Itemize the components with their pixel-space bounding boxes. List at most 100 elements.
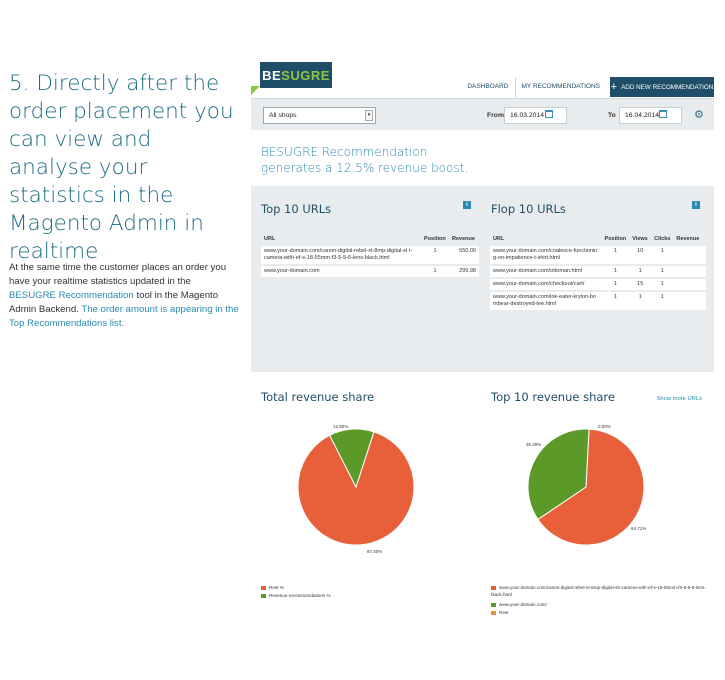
- info-icon[interactable]: i: [463, 201, 471, 209]
- position-cell: 1: [601, 291, 630, 312]
- table-row[interactable]: www.your-domain.com/canon-digital-rebel-…: [261, 246, 479, 266]
- legend-swatch: [491, 610, 496, 615]
- position-cell: 1: [421, 265, 449, 279]
- filter-bar: All shops ▾ From 16.03.2014 To 16.04.201…: [251, 98, 714, 130]
- legend-label: Rest %: [269, 585, 284, 590]
- legend-swatch: [491, 585, 496, 590]
- besugre-link[interactable]: BESUGRE Recommendation: [9, 290, 134, 301]
- legend-label: Revenue recommendations %: [269, 593, 331, 598]
- revenue-cell: [673, 265, 706, 279]
- clicks-cell: 1: [651, 265, 674, 279]
- pie-slice: [328, 428, 375, 489]
- intro-title: 5. Directly after the order placement yo…: [9, 71, 234, 264]
- legend-swatch: [491, 602, 496, 607]
- add-recommendation-label: ADD NEW RECOMMENDATION: [621, 83, 714, 91]
- add-recommendation-button[interactable]: + ADD NEW RECOMMENDATION: [610, 77, 714, 97]
- shop-select[interactable]: All shops ▾: [263, 107, 376, 124]
- gear-icon[interactable]: ⚙: [694, 108, 704, 121]
- flop10-title: Flop 10 URLs: [491, 202, 566, 216]
- besugre-logo[interactable]: BE SUGRE: [260, 62, 332, 88]
- pie-data-label: 12.50%: [333, 424, 349, 429]
- column-header: Position: [424, 236, 446, 242]
- url-cell[interactable]: www.your-domain.com/coalesce-functionin …: [490, 246, 602, 266]
- position-cell: 1: [601, 265, 630, 279]
- url-cell[interactable]: www.your-domain.com/ottoman.html: [490, 265, 602, 279]
- total-share-legend: Rest % Revenue recommendations %: [261, 584, 331, 600]
- show-more-urls-link[interactable]: Show more URLs: [656, 396, 702, 402]
- clicks-cell: 1: [651, 246, 674, 266]
- column-header: Position: [604, 236, 627, 242]
- column-header: Views: [632, 236, 648, 242]
- logo-text-be: BE: [262, 67, 282, 83]
- pie-data-label: 35.29%: [526, 442, 542, 447]
- url-cell[interactable]: www.your-domain.com: [261, 265, 421, 279]
- legend-label: Rest: [499, 610, 509, 615]
- to-date-field[interactable]: 16.04.2014: [619, 107, 682, 124]
- views-cell: 10: [629, 246, 652, 266]
- top10-revenue-pie: [527, 428, 645, 546]
- intro-body-text-1: At the same time the customer places an …: [9, 262, 227, 287]
- url-cell[interactable]: www.your-domain.com/checkout/cart/: [490, 278, 602, 292]
- calendar-icon[interactable]: [545, 110, 553, 118]
- views-cell: 15: [629, 278, 652, 292]
- total-revenue-share-title: Total revenue share: [261, 390, 375, 404]
- column-header: URL: [264, 236, 276, 242]
- top10-revenue-share-title: Top 10 revenue share: [491, 390, 615, 404]
- total-revenue-pie: [297, 428, 415, 546]
- position-cell: 1: [421, 246, 449, 266]
- pie-slice: [527, 428, 590, 521]
- legend-label: www.your-domain.com/canon-digital-rebel-…: [491, 585, 706, 597]
- pie-data-label: 64.71%: [631, 526, 647, 531]
- nav-dashboard[interactable]: DASHBOARD: [467, 83, 509, 90]
- url-panel: Top 10 URLs i URL Position Revenue www.y…: [251, 186, 714, 402]
- column-header: URL: [493, 236, 505, 242]
- table-row[interactable]: www.your-domain.com/coalesce-functionin …: [490, 246, 706, 266]
- table-row[interactable]: www.your-domain.com/ottoman.html 1 1 1: [490, 265, 706, 279]
- from-label: From: [487, 112, 504, 119]
- logo-text-sugre: SUGRE: [281, 67, 330, 83]
- views-cell: 1: [629, 265, 652, 279]
- calendar-icon[interactable]: [659, 110, 667, 118]
- headline-line-2: generates a 12.5% revenue boost.: [261, 161, 469, 175]
- column-header: Revenue: [676, 236, 700, 242]
- order-amount-link[interactable]: The order amount is appearing in the Top…: [9, 304, 239, 329]
- shop-select-value: All shops: [269, 112, 297, 119]
- revenue-cell: 299.98: [449, 265, 479, 279]
- chevron-down-icon: ▾: [365, 110, 373, 121]
- table-row[interactable]: www.your-domain.com 1 299.98: [261, 265, 479, 279]
- revenue-cell: [673, 246, 706, 266]
- logo-mark: [251, 86, 260, 95]
- table-row[interactable]: www.your-domain.com/ink-eater-krylon-bo …: [490, 291, 706, 312]
- revenue-cell: 550.00: [449, 246, 479, 266]
- revenue-cell: [673, 291, 706, 312]
- from-date-field[interactable]: 16.03.2014: [504, 107, 567, 124]
- legend-item: www.your-domain.com/canon-digital-rebel-…: [491, 584, 711, 598]
- url-cell[interactable]: www.your-domain.com/ink-eater-krylon-bo …: [490, 291, 602, 312]
- legend-item: Rest: [491, 609, 711, 617]
- position-cell: 1: [601, 278, 630, 292]
- top10-table: URL Position Revenue www.your-domain.com…: [261, 232, 479, 279]
- legend-item: Rest %: [261, 584, 331, 592]
- to-label: To: [608, 112, 616, 119]
- besugre-admin: BE SUGRE DASHBOARD MY RECOMMENDATIONS + A…: [251, 60, 714, 620]
- flop10-table: URL Position Views Clicks Revenue www.yo…: [490, 232, 706, 312]
- pie-data-label: 0.00%: [598, 424, 611, 429]
- legend-swatch: [261, 593, 266, 598]
- clicks-cell: 1: [651, 278, 674, 292]
- intro-body-text-2: tool in the Magento Admin Backend.: [9, 290, 219, 315]
- column-header: Revenue: [452, 236, 475, 242]
- intro-body: At the same time the customer places an …: [9, 261, 239, 331]
- pie-slice: [297, 431, 415, 546]
- headline: BESUGRE Recommendation generates a 12.5%…: [261, 144, 561, 176]
- nav-my-recommendations[interactable]: MY RECOMMENDATIONS: [514, 77, 607, 97]
- table-row[interactable]: www.your-domain.com/checkout/cart/ 1 15 …: [490, 278, 706, 292]
- table-header-row: URL Position Views Clicks Revenue: [490, 232, 706, 246]
- legend-item: www.your-domain.com/: [491, 601, 711, 609]
- url-cell[interactable]: www.your-domain.com/canon-digital-rebel-…: [261, 246, 421, 266]
- info-icon[interactable]: i: [692, 201, 700, 209]
- top10-share-legend: www.your-domain.com/canon-digital-rebel-…: [491, 584, 711, 617]
- views-cell: 1: [629, 291, 652, 312]
- plus-icon: +: [610, 81, 618, 93]
- legend-item: Revenue recommendations %: [261, 592, 331, 600]
- headline-line-1: BESUGRE Recommendation: [261, 145, 428, 159]
